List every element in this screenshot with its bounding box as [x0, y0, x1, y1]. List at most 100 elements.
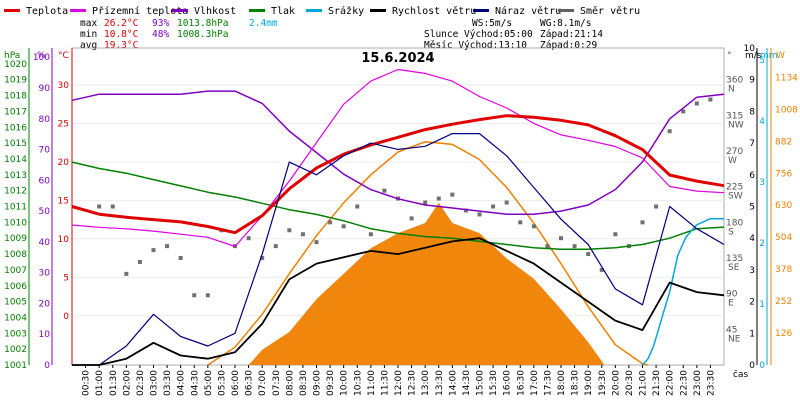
info-moon: Měsíc Východ:13:10 [424, 40, 527, 51]
series-teplota [71, 114, 725, 235]
x-tick-label: 06:00 [231, 370, 241, 396]
wind-direction-point [613, 232, 618, 237]
dir-tick-deg: 135 [726, 254, 743, 264]
pct-tick: 90 [39, 84, 51, 94]
ms-tick: 5 [749, 203, 755, 213]
dir-tick-name: W [728, 156, 737, 166]
x-tick-label: 10:00 [340, 370, 350, 396]
wind-direction-point [178, 256, 183, 261]
dir-tick-deg: 270 [726, 147, 743, 157]
stat-rain: 2.4mm [249, 18, 278, 29]
temp-unit: °C [58, 51, 69, 61]
hpa-tick: 1013 [4, 171, 27, 181]
hpa-tick: 1020 [4, 60, 27, 70]
ms-tick: 6 [749, 171, 755, 181]
x-tick-label: 07:30 [272, 370, 282, 396]
hpa-tick: 1014 [4, 155, 27, 165]
ms-tick: 9 [749, 76, 755, 86]
wind-direction-point [137, 259, 142, 264]
ms-tick: 8 [749, 107, 755, 117]
x-tick-label: 23:30 [706, 370, 716, 396]
pct-unit: % [37, 51, 46, 61]
stats-panel: max 26.2°C 93% 1013.8hPa 2.4mm min 10.8°C 48% 10… [80, 18, 603, 66]
dir-tick-name: NE [728, 334, 741, 344]
series-náraz-větru [72, 133, 725, 366]
dir-tick-deg: 360 [726, 76, 743, 86]
mm-tick: 4 [759, 117, 765, 127]
stat-humidity: 48% [152, 29, 169, 40]
legend: Teplota Přízemní teplota Vlhkost Tlak Srážky… [4, 5, 640, 17]
x-tick-label: 22:00 [666, 370, 676, 396]
ms-tick: 1 [749, 329, 755, 339]
wind-direction-point [599, 267, 604, 272]
ms-tick: 10 [744, 44, 756, 54]
x-tick-label: 09:30 [326, 370, 336, 396]
hpa-tick: 1002 [4, 345, 27, 355]
wm2-tick: 378 [775, 265, 792, 275]
stat-label: min [80, 29, 97, 40]
wind-direction-point [586, 252, 591, 257]
wind-direction-point [165, 244, 170, 249]
x-tick-label: 06:30 [245, 370, 255, 396]
wind-direction-point [314, 240, 319, 245]
axes: hPa1020101910181017101610151014101310121… [4, 44, 798, 371]
mm-tick: 2 [759, 239, 765, 249]
wm2-tick: 1134 [775, 73, 798, 83]
dir-tick-deg: 45 [726, 325, 737, 335]
legend-swatch [4, 9, 20, 12]
x-tick-label: 12:30 [408, 370, 418, 396]
x-tick-label: 08:00 [285, 370, 295, 396]
legend-swatch [306, 9, 322, 12]
wm2-tick: 756 [775, 169, 792, 179]
legend-swatch [558, 9, 574, 12]
x-tick-label: 04:00 [177, 370, 187, 396]
series-vlhkost [71, 90, 725, 215]
hpa-unit: hPa [4, 51, 20, 61]
hpa-tick: 1015 [4, 139, 27, 149]
info-moonset: Západ:0:29 [540, 40, 597, 51]
stat-temp: 26.2°C [104, 18, 138, 29]
info-sunset: Západ:21:14 [540, 29, 603, 40]
x-tick-label: 21:30 [652, 370, 662, 396]
x-tick-label: 15:30 [489, 370, 499, 396]
pct-tick: 50 [39, 207, 51, 217]
temp-tick: 0 [63, 312, 69, 322]
time-unit: čas [733, 369, 748, 380]
hpa-tick: 1007 [4, 266, 27, 276]
x-axis: čas 00:30 01:00 01:30 02:00 02:30 03:00 03:30 04… [82, 365, 748, 396]
stat-temp: 10.8°C [104, 29, 138, 40]
legend-swatch [70, 9, 86, 12]
x-tick-label: 03:00 [150, 370, 160, 396]
x-tick-label: 09:00 [313, 370, 323, 396]
hpa-tick: 1004 [4, 313, 27, 323]
x-tick-label: 11:00 [367, 370, 377, 396]
x-tick-label: 21:00 [639, 370, 649, 396]
x-tick-label: 19:00 [584, 370, 594, 396]
hpa-tick: 1019 [4, 76, 27, 86]
wind-direction-point [409, 216, 414, 221]
wind-direction-point [559, 236, 563, 241]
temp-tick: 5 [63, 273, 69, 283]
x-tick-label: 05:30 [217, 370, 227, 396]
stat-pressure: 1008.3hPa [177, 29, 228, 40]
wind-direction-point [355, 204, 360, 209]
x-tick-label: 02:30 [136, 370, 146, 396]
dir-tick-name: S [728, 227, 734, 237]
temp-tick: 10 [58, 235, 70, 245]
pct-tick: 30 [39, 269, 51, 279]
wind-direction-point [681, 109, 686, 114]
wind-direction-point [192, 293, 197, 298]
x-tick-label: 11:30 [380, 370, 390, 396]
legend-label: Směr větru [580, 5, 640, 17]
wind-direction-point [328, 220, 333, 225]
hpa-tick: 1003 [4, 329, 27, 339]
x-tick-label: 04:30 [190, 370, 200, 396]
dir-tick-name: N [728, 85, 735, 95]
pct-tick: 10 [39, 330, 51, 340]
legend-label: Tlak [271, 6, 295, 17]
x-tick-label: 12:00 [394, 370, 404, 396]
wind-direction-point [110, 204, 115, 209]
hpa-tick: 1006 [4, 282, 27, 292]
wind-direction-point [572, 244, 577, 249]
series-srážky [641, 217, 724, 366]
